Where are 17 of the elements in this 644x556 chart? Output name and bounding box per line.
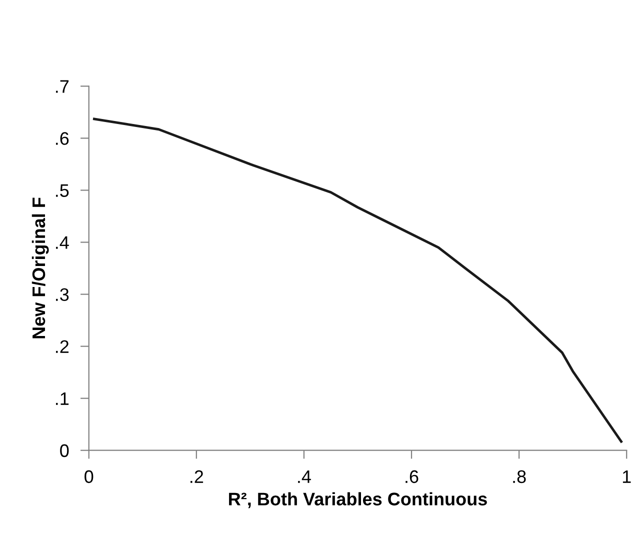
x-tick-label: 1	[622, 470, 631, 483]
y-tick-label: 0	[60, 444, 69, 458]
y-tick-label: .1	[56, 392, 69, 405]
x-tick-label: .8	[513, 470, 526, 484]
x-tick-label: .4	[298, 470, 311, 483]
y-tick-label: .3	[56, 288, 69, 302]
y-tick-label: .4	[56, 236, 69, 249]
line-series	[93, 118, 622, 443]
y-tick-label: .2	[56, 340, 69, 353]
x-tick-label: .6	[406, 470, 418, 484]
x-tick-label: .2	[190, 470, 204, 483]
y-tick-label: .6	[56, 132, 69, 145]
x-tick-label: 0	[84, 470, 94, 484]
y-axis-title: New F/Original F	[32, 198, 49, 338]
y-tick-label: .5	[56, 184, 69, 197]
x-axis-title: R², Both Variables Continuous	[229, 492, 487, 508]
y-tick-label: .7	[56, 80, 69, 93]
